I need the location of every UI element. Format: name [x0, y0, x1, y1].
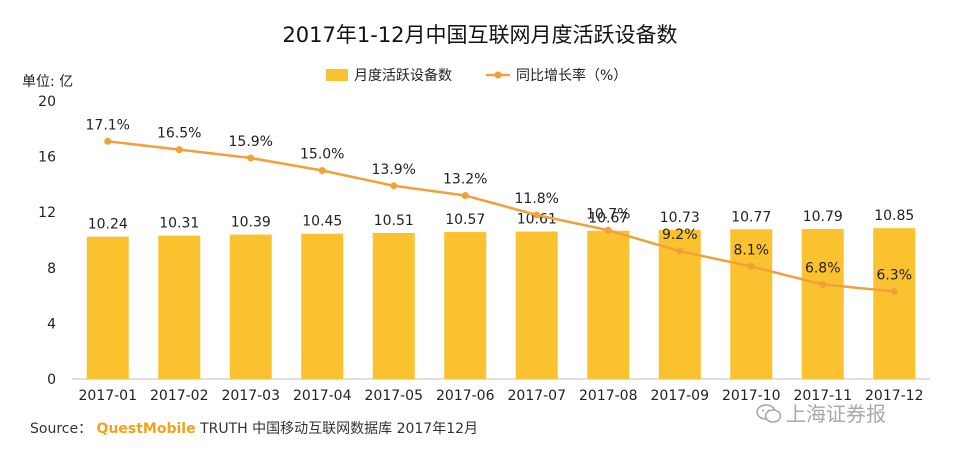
x-tick-label: 2017-04 [293, 388, 352, 404]
growth-value-label: 9.2% [662, 227, 698, 243]
bar-series [86, 228, 916, 379]
growth-point [318, 167, 326, 174]
legend-swatch-bars [326, 69, 348, 81]
bar-value-label: 10.73 [660, 210, 700, 226]
source-rest: TRUTH 中国移动互联网数据库 2017年12月 [200, 421, 479, 437]
growth-point [104, 137, 112, 145]
bar-value-label: 10.24 [88, 217, 128, 233]
growth-point [175, 146, 183, 154]
y-axis: 0 4 8 12 16 20 [38, 94, 56, 388]
bar-value-label: 10.31 [159, 216, 199, 232]
growth-point [819, 280, 827, 288]
growth-value-label: 8.1% [733, 242, 769, 258]
growth-point [676, 247, 684, 255]
bar-value-label: 10.39 [231, 215, 271, 231]
legend-label-line: 同比增长率（%） [516, 67, 627, 84]
source-prefix: Source： [30, 421, 93, 437]
legend: 月度活跃设备数 同比增长率（%） [326, 67, 627, 84]
y-axis-unit-label: 单位: 亿 [22, 74, 73, 90]
bar-value-label: 10.85 [874, 208, 914, 224]
growth-point [604, 226, 612, 234]
bar-value-label: 10.61 [517, 212, 557, 228]
x-tick-label: 2017-09 [651, 388, 710, 404]
wechat-icon [756, 404, 782, 423]
legend-swatch-line-marker [494, 71, 502, 79]
growth-value-label: 10.7% [586, 206, 630, 222]
watermark-text: 上海证券报 [786, 402, 886, 426]
bar [158, 235, 201, 379]
bar-value-label: 10.45 [302, 214, 342, 230]
growth-point [247, 154, 255, 162]
growth-value-label: 6.3% [876, 267, 912, 283]
x-tick-label: 2017-02 [150, 388, 209, 404]
y-tick-label: 0 [47, 372, 56, 388]
x-tick-label: 2017-05 [365, 388, 424, 404]
x-tick-label: 2017-06 [436, 388, 495, 404]
x-tick-label: 2017-11 [794, 388, 853, 404]
growth-point [390, 182, 398, 190]
y-tick-label: 20 [38, 94, 56, 110]
growth-point [890, 287, 898, 295]
bar [372, 232, 415, 379]
bar-value-label: 10.67 [588, 211, 628, 227]
x-tick-label: 2017-10 [722, 388, 781, 404]
growth-point [461, 192, 469, 200]
bar [515, 231, 558, 379]
growth-line [107, 140, 895, 293]
watermark: 上海证券报 [756, 398, 886, 427]
growth-value-label: 13.9% [372, 162, 416, 178]
growth-value-label: 15.0% [300, 147, 344, 163]
chart-title: 2017年1-12月中国互联网月度活跃设备数 [282, 23, 677, 47]
x-tick-label: 2017-01 [79, 388, 138, 404]
bar-value-label: 10.77 [731, 209, 771, 225]
growth-line-series [104, 137, 898, 295]
bar [444, 232, 487, 379]
source-note: Source： QuestMobile TRUTH 中国移动互联网数据库 201… [30, 418, 478, 438]
legend-label-bars: 月度活跃设备数 [354, 67, 452, 84]
bar [873, 228, 916, 379]
growth-value-label: 6.8% [805, 260, 841, 276]
x-axis-tick-labels: 2017-01 2017-02 2017-03 2017-04 2017-05 2017-… [79, 388, 924, 404]
growth-value-label: 13.2% [443, 172, 487, 188]
bar-value-label: 10.57 [445, 212, 485, 228]
growth-value-label: 16.5% [157, 126, 201, 142]
x-tick-label: 2017-12 [865, 388, 924, 404]
growth-point [533, 211, 541, 219]
growth-value-label: 17.1% [86, 117, 130, 133]
source-brand: QuestMobile [96, 421, 196, 437]
bar-value-label: 10.51 [374, 213, 414, 229]
bar-value-label: 10.79 [803, 209, 843, 225]
y-tick-label: 4 [47, 316, 56, 332]
growth-value-label: 11.8% [515, 191, 559, 207]
bar [86, 236, 129, 379]
x-tick-label: 2017-07 [508, 388, 567, 404]
y-tick-label: 16 [38, 150, 56, 166]
bar-value-labels: 10.24 10.31 10.39 10.45 10.51 10.57 10.61 10.67… [88, 208, 915, 232]
x-tick-label: 2017-08 [579, 388, 638, 404]
bar [587, 230, 630, 379]
growth-value-label: 15.9% [229, 134, 273, 150]
bar [301, 233, 344, 379]
bar [730, 229, 773, 379]
x-tick-label: 2017-03 [222, 388, 281, 404]
y-tick-label: 8 [47, 261, 56, 277]
bar [801, 229, 844, 379]
bar [229, 234, 272, 379]
y-tick-label: 12 [38, 205, 56, 221]
growth-value-labels: 17.1% 16.5% 15.9% 15.0% 13.9% 13.2% 11.8% 10.7%… [86, 117, 913, 283]
growth-point [747, 262, 755, 270]
